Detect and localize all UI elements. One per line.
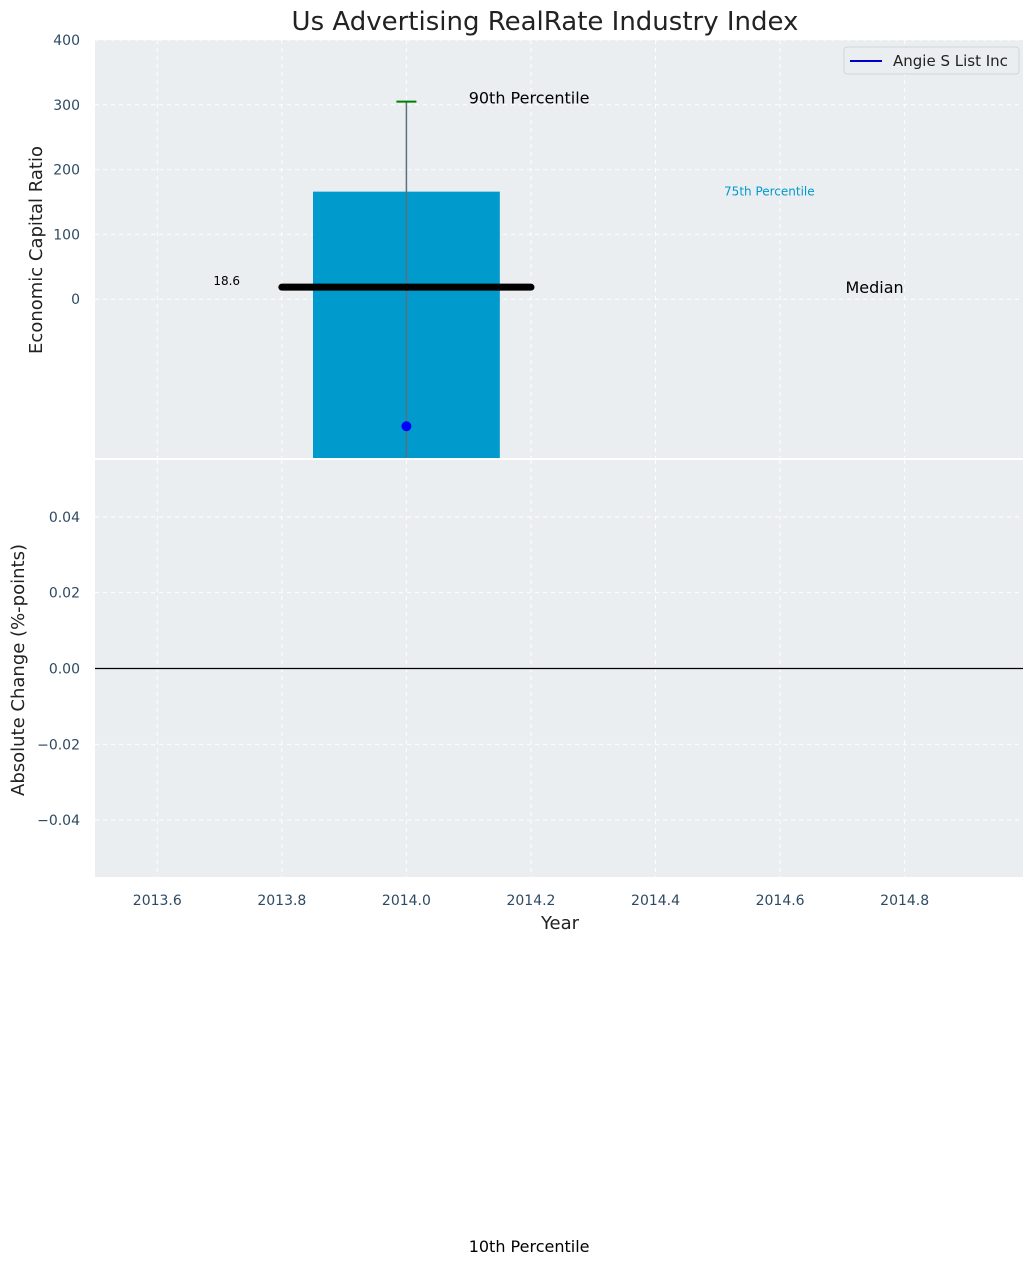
- legend-box: [843, 46, 1020, 75]
- bottom-y-tick-label: 0.02: [49, 586, 80, 602]
- top-panel: 0 100 200 300 400 Economic Capital Ratio: [26, 33, 1023, 458]
- top-y-tick-label: 100: [53, 227, 80, 243]
- top-gridlines: [95, 39, 1023, 458]
- top-y-tick-label: 200: [53, 163, 80, 179]
- top-y-tick-label: 0: [71, 292, 80, 308]
- chart-title: Us Advertising RealRate Industry Index: [292, 7, 799, 37]
- x-tick-label: 2014.0: [382, 893, 431, 909]
- bottom-y-axis-label: Absolute Change (%-points): [8, 544, 29, 796]
- x-axis-label: Year: [540, 913, 580, 934]
- bottom-panel: 0.04 0.02 0.00 −0.02 −0.04 2013.6 2013.8 2014.…: [8, 460, 1023, 934]
- top-y-tick-label: 300: [53, 98, 80, 114]
- bottom-y-tick-label: 0.00: [49, 662, 80, 678]
- x-tick-label: 2014.2: [506, 893, 555, 909]
- bottom-y-tick-label: −0.04: [37, 813, 80, 829]
- company-point: [401, 421, 412, 432]
- bottom-y-tick-label: 0.04: [49, 510, 80, 526]
- annotation-10th-percentile: 10th Percentile: [469, 1237, 590, 1256]
- top-y-tick-label: 400: [53, 33, 80, 49]
- top-plot-area: [95, 40, 1023, 458]
- legend: Angie S List Inc: [843, 46, 1020, 75]
- bottom-y-tick-label: −0.02: [37, 737, 80, 753]
- top-y-axis-label: Economic Capital Ratio: [26, 146, 47, 354]
- x-tick-label: 2014.8: [880, 893, 929, 909]
- bottom-x-ticks: 2013.6 2013.8 2014.0 2014.2 2014.4 2014.6 2014…: [133, 893, 929, 909]
- x-tick-label: 2013.8: [257, 893, 306, 909]
- legend-label: Angie S List Inc: [893, 52, 1008, 70]
- bottom-y-ticks: 0.04 0.02 0.00 −0.02 −0.04: [37, 510, 80, 829]
- top-marks: [278, 100, 535, 458]
- annotation-75th-percentile: 75th Percentile: [724, 185, 815, 199]
- x-tick-label: 2013.6: [133, 893, 182, 909]
- x-tick-label: 2014.4: [631, 893, 680, 909]
- top-y-ticks: 0 100 200 300 400: [53, 33, 80, 308]
- median-value-label: 18.6: [213, 274, 240, 288]
- x-tick-label: 2014.6: [756, 893, 805, 909]
- annotation-median: Median: [845, 278, 903, 297]
- annotation-90th-percentile: 90th Percentile: [469, 89, 590, 108]
